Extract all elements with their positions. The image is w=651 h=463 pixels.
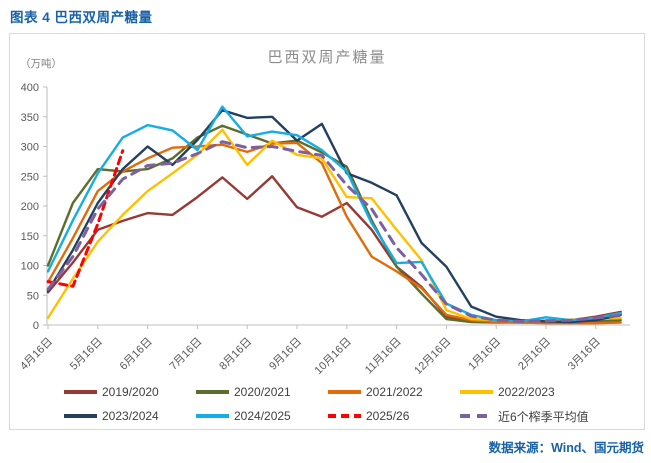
x-tick-label: 6月16日 bbox=[118, 336, 155, 373]
y-tick-label: 350 bbox=[21, 112, 39, 124]
y-tick-label: 100 bbox=[21, 261, 39, 273]
y-axis-unit-label: （万吨） bbox=[20, 58, 62, 70]
legend-item: 2021/2022 bbox=[328, 385, 423, 399]
series-line-2024-2025 bbox=[46, 105, 622, 323]
x-tick-label: 9月16日 bbox=[267, 336, 304, 373]
y-tick-label: 50 bbox=[27, 290, 39, 302]
x-tick-label: 2月16日 bbox=[516, 336, 553, 373]
legend-label: 近6个榨季平均值 bbox=[498, 409, 589, 424]
legend-marker bbox=[196, 390, 229, 394]
chart-card: 巴西双周产糖量 （万吨） 0 50 100 150 200 250 300 350 400 4月1… bbox=[9, 33, 645, 430]
legend-marker bbox=[196, 414, 229, 418]
x-tick-label: 7月16日 bbox=[167, 336, 204, 373]
chart-title: 巴西双周产糖量 bbox=[267, 49, 387, 66]
legend-label: 2021/2022 bbox=[366, 385, 423, 399]
legend-item: 2022/2023 bbox=[460, 385, 555, 399]
legend-marker bbox=[64, 414, 97, 418]
legend-marker bbox=[328, 390, 361, 394]
y-tick-label: 250 bbox=[21, 171, 39, 183]
legend-label: 2025/26 bbox=[366, 409, 410, 423]
x-tick-label: 3月16日 bbox=[566, 336, 603, 373]
series-line-2023-2024 bbox=[46, 108, 622, 324]
y-tick-label: 400 bbox=[21, 82, 39, 94]
legend-label: 2022/2023 bbox=[498, 385, 555, 399]
legend-item: 2023/2024 bbox=[64, 409, 159, 423]
legend-marker bbox=[460, 414, 493, 418]
x-tick-label: 1月16日 bbox=[466, 336, 503, 373]
x-tick-label: 5月16日 bbox=[68, 336, 105, 373]
series-line--6- bbox=[46, 140, 623, 323]
legend-item: 2024/2025 bbox=[196, 409, 291, 423]
legend-label: 2024/2025 bbox=[234, 409, 291, 423]
x-tick-label: 4月16日 bbox=[18, 336, 55, 373]
series-line-2025-26 bbox=[46, 149, 125, 288]
y-tick-label: 200 bbox=[21, 201, 39, 213]
series-line-2019-2020 bbox=[46, 175, 622, 324]
series-line-2021-2022 bbox=[46, 141, 622, 325]
series-line-2020-2021 bbox=[46, 124, 622, 324]
figure-caption: 图表 4 巴西双周产糖量 bbox=[10, 10, 153, 25]
x-tick-label: 8月16日 bbox=[217, 336, 254, 373]
legend-item: 2020/2021 bbox=[196, 385, 291, 399]
x-tick-label: 10月16日 bbox=[313, 336, 354, 377]
legend-marker bbox=[460, 390, 493, 394]
legend-label: 2019/2020 bbox=[102, 385, 159, 399]
y-tick-label: 300 bbox=[21, 142, 39, 154]
legend-item: 2019/2020 bbox=[64, 385, 159, 399]
legend-marker bbox=[328, 414, 361, 418]
x-tick-label: 12月16日 bbox=[412, 336, 453, 377]
legend-label: 2023/2024 bbox=[102, 409, 159, 423]
x-tick-label: 11月16日 bbox=[363, 336, 404, 377]
legend-item: 近6个榨季平均值 bbox=[460, 409, 589, 424]
data-source-note: 数据来源：Wind、国元期货 bbox=[488, 441, 644, 455]
legend-item: 2025/26 bbox=[328, 409, 409, 423]
y-tick-label: 0 bbox=[33, 320, 39, 332]
legend-marker bbox=[64, 390, 97, 394]
chart-plot: 0 50 100 150 200 250 300 350 400 4月16日 5月16日 6月16日 7… bbox=[18, 82, 630, 377]
y-tick-label: 150 bbox=[21, 231, 39, 243]
legend-label: 2020/2021 bbox=[234, 385, 291, 399]
